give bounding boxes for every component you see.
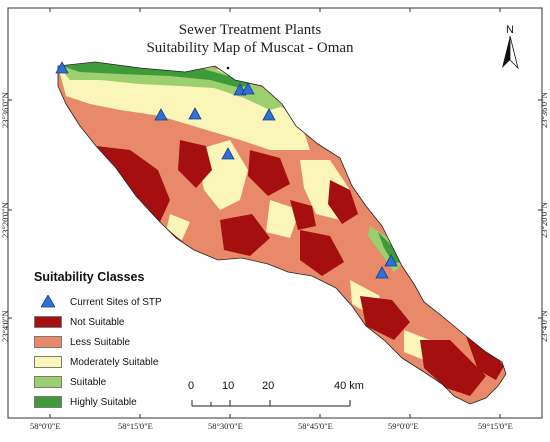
- scale-label: 40 km: [334, 380, 364, 392]
- legend-row-moderately-suitable: Moderately Suitable: [34, 352, 234, 372]
- latitude-tick-label: 23°36'0"N: [539, 92, 549, 128]
- legend-label: Suitable: [70, 376, 107, 388]
- scale-label: 20: [262, 380, 275, 392]
- map-border: [7, 7, 543, 419]
- stp-site-marker: [241, 82, 255, 95]
- stp-site-marker: [55, 61, 69, 74]
- legend-label: Moderately Suitable: [70, 356, 159, 368]
- stp-site-icon: [34, 295, 62, 309]
- stp-site-marker: [221, 147, 235, 160]
- legend-label: Current Sites of STP: [70, 296, 162, 308]
- legend-row-suitable: Suitable: [34, 372, 234, 392]
- legend-swatch: [34, 396, 62, 408]
- stp-site-marker: [262, 108, 276, 121]
- latitude-tick-label: 23°36'0"N: [0, 92, 10, 128]
- latitude-tick-label: 23°20'0"N: [0, 202, 10, 238]
- scale-label: 10: [222, 380, 235, 392]
- longitude-tick-label: 59°15'0"E: [478, 421, 513, 431]
- scale-bar-ruler: [191, 400, 351, 407]
- longitude-tick-label: 58°0'0"E: [30, 421, 61, 431]
- longitude-tick-label: 58°15'0"E: [118, 421, 153, 431]
- north-label: N: [506, 24, 514, 36]
- map-title-line-1: Sewer Treatment Plants: [178, 22, 322, 38]
- legend: Suitability Classes Current Sites of STP…: [34, 270, 234, 412]
- longitude-tick-label: 59°0'0"E: [388, 421, 419, 431]
- border-ticks: [8, 8, 542, 418]
- legend-row-highly-suitable: Highly Suitable: [34, 392, 234, 412]
- stp-site-marker: [375, 266, 389, 279]
- longitude-tick-label: 58°30'0"E: [208, 421, 243, 431]
- legend-swatch: [34, 336, 62, 348]
- legend-label: Not Suitable: [70, 316, 125, 328]
- legend-title: Suitability Classes: [34, 270, 145, 284]
- latitude-tick-label: 23°20'0"N: [539, 202, 549, 238]
- scale-label: 0: [188, 380, 195, 392]
- scale-bar: 0 10 20 40 km: [186, 380, 366, 410]
- stp-site-marker: [384, 254, 398, 267]
- longitude-tick-label: 58°45'0"E: [298, 421, 333, 431]
- map-title-line-2: Suitability Map of Muscat - Oman: [146, 40, 354, 56]
- legend-row-stp-sites: Current Sites of STP: [34, 292, 234, 312]
- latitude-tick-label: 23°4'0"N: [0, 310, 10, 342]
- legend-row-not-suitable: Not Suitable: [34, 312, 234, 332]
- city-dot: [226, 66, 230, 70]
- latitude-tick-label: 23°4'0"N: [539, 310, 549, 342]
- legend-row-less-suitable: Less Suitable: [34, 332, 234, 352]
- legend-swatch: [34, 356, 62, 368]
- legend-label: Highly Suitable: [70, 396, 137, 408]
- legend-label: Less Suitable: [70, 336, 131, 348]
- north-arrow-icon: N: [502, 24, 519, 70]
- stp-site-markers: [55, 61, 398, 279]
- stp-site-marker: [154, 108, 168, 121]
- region-outline: [57, 61, 507, 405]
- legend-swatch: [34, 376, 62, 388]
- legend-swatch: [34, 316, 62, 328]
- stp-site-marker: [188, 107, 202, 120]
